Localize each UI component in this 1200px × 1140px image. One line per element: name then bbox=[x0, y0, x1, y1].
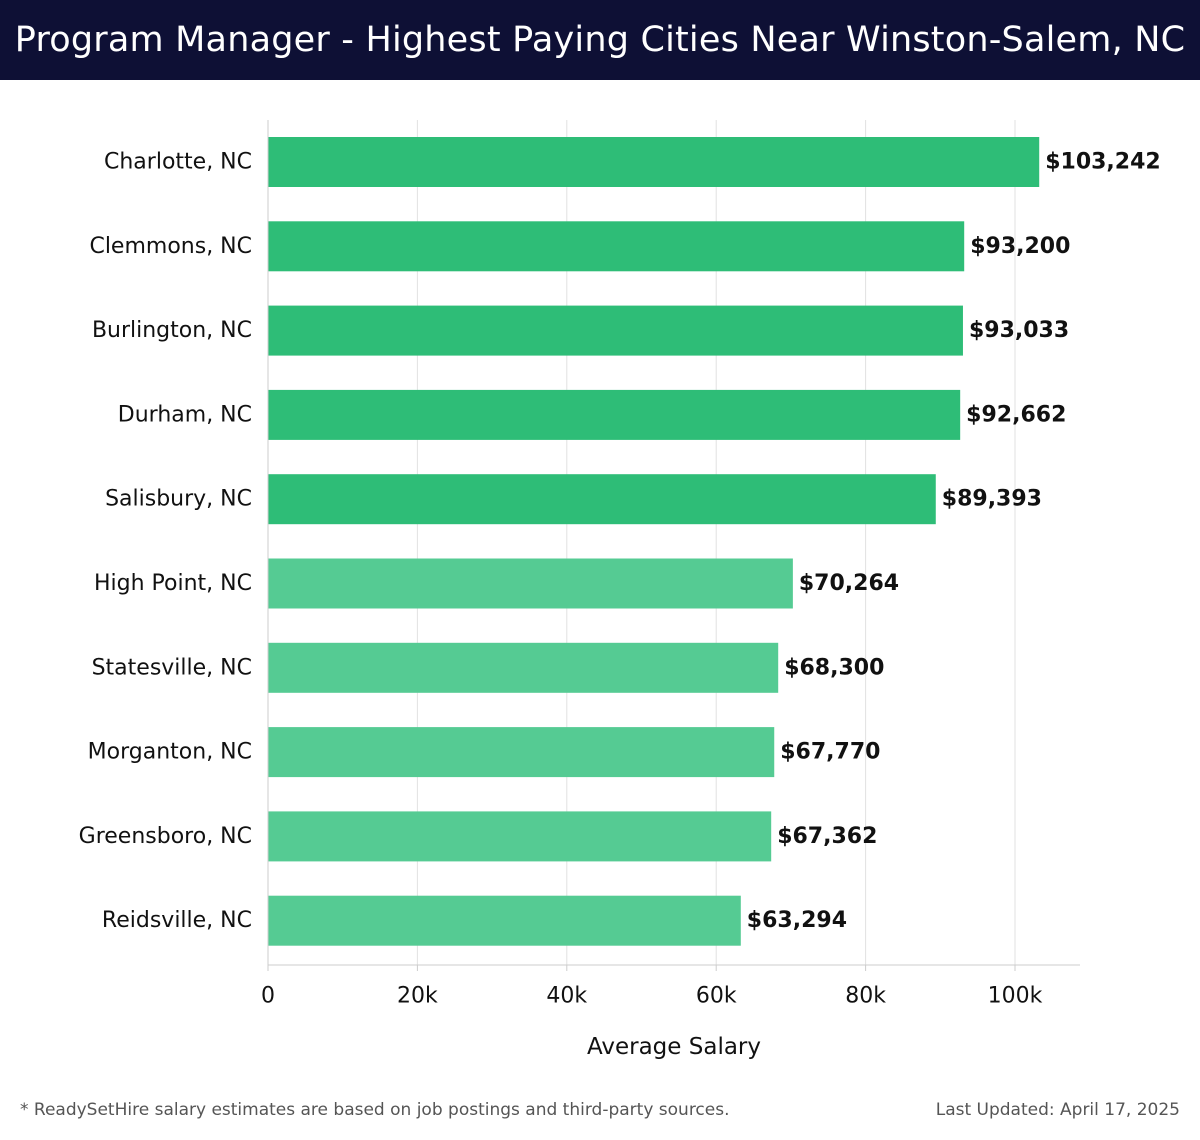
x-tick-label: 100k bbox=[988, 984, 1043, 1009]
bar bbox=[268, 558, 793, 609]
footer-note: * ReadySetHire salary estimates are base… bbox=[20, 1100, 730, 1120]
category-label: Burlington, NC bbox=[92, 318, 252, 343]
value-label: $103,242 bbox=[1045, 150, 1161, 175]
bar bbox=[268, 811, 772, 862]
category-label: Statesville, NC bbox=[92, 655, 252, 680]
category-label: Clemmons, NC bbox=[89, 234, 252, 259]
bar bbox=[268, 474, 936, 525]
value-label: $70,264 bbox=[799, 571, 899, 596]
salary-bar-chart: Charlotte, NC $103,242 Clemmons, NC $93,200… bbox=[79, 120, 1161, 1060]
bar bbox=[268, 642, 779, 693]
category-label: Reidsville, NC bbox=[102, 908, 252, 933]
value-label: $67,770 bbox=[780, 740, 880, 765]
bar bbox=[268, 727, 775, 778]
bar bbox=[268, 895, 741, 946]
title-bar: Program Manager - Highest Paying Cities … bbox=[0, 0, 1200, 80]
value-label: $68,300 bbox=[784, 655, 884, 680]
value-label: $92,662 bbox=[966, 402, 1066, 427]
value-label: $93,200 bbox=[970, 234, 1070, 259]
bar bbox=[268, 389, 961, 440]
bar bbox=[268, 221, 965, 272]
category-label: High Point, NC bbox=[94, 571, 252, 596]
last-updated-date: Last Updated: April 17, 2025 bbox=[935, 1100, 1180, 1120]
value-label: $63,294 bbox=[747, 908, 847, 933]
value-label: $67,362 bbox=[777, 824, 877, 849]
x-tick-label: 20k bbox=[397, 984, 438, 1009]
bar bbox=[268, 137, 1040, 187]
category-label: Charlotte, NC bbox=[104, 150, 252, 175]
category-label: Salisbury, NC bbox=[105, 487, 252, 512]
value-label: $93,033 bbox=[969, 318, 1069, 343]
category-label: Durham, NC bbox=[118, 402, 252, 427]
value-label: $89,393 bbox=[942, 487, 1042, 512]
category-label: Morganton, NC bbox=[88, 740, 252, 765]
x-tick-label: 0 bbox=[261, 984, 275, 1009]
x-axis-title: Average Salary bbox=[587, 1034, 761, 1060]
page-title: Program Manager - Highest Paying Cities … bbox=[14, 20, 1186, 60]
x-tick-label: 80k bbox=[845, 984, 886, 1009]
x-tick-label: 40k bbox=[546, 984, 587, 1009]
x-tick-label: 60k bbox=[696, 984, 737, 1009]
bar bbox=[268, 305, 963, 356]
category-label: Greensboro, NC bbox=[79, 824, 252, 849]
